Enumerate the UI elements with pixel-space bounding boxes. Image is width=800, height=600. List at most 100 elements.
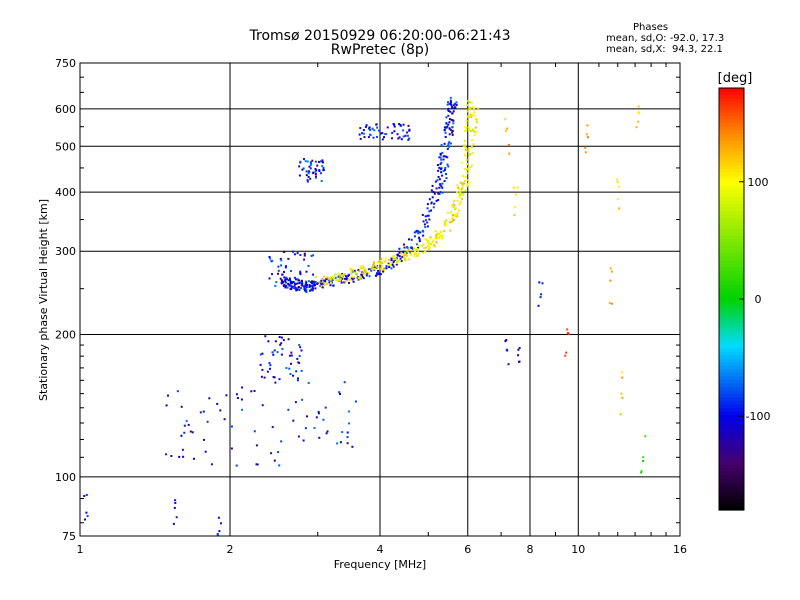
trace-point [448, 121, 451, 124]
colorbar-strip [719, 393, 744, 399]
cluster-point [273, 349, 276, 352]
cluster-point [326, 430, 329, 433]
trace-point [400, 260, 403, 262]
chart-title: Tromsø 20150929 06:20:00-06:21:43 [249, 28, 511, 44]
cluster-point [287, 257, 290, 260]
y-tick-label: 300 [55, 245, 76, 258]
colorbar-strip [719, 400, 744, 406]
cluster-point [303, 158, 305, 160]
trace-point [447, 110, 450, 112]
cluster-point [183, 431, 186, 434]
trace-point [435, 234, 438, 237]
colorbar-strip [719, 274, 744, 279]
trace-point [469, 113, 472, 116]
trace-point [464, 176, 467, 178]
cluster-point [402, 135, 405, 138]
trace-point [390, 267, 393, 270]
trace-point [424, 238, 427, 240]
trace-point [429, 237, 432, 240]
trace-point [450, 101, 452, 104]
trace-point [337, 279, 340, 282]
scatter-point [616, 178, 618, 181]
trace-point [310, 281, 313, 284]
cluster-point [250, 390, 253, 393]
trace-point [351, 269, 354, 272]
trace-point [332, 284, 335, 287]
trace-point [460, 189, 463, 192]
trace-point [439, 156, 442, 159]
trace-point [298, 281, 301, 284]
trace-point [413, 255, 416, 258]
colorbar-strip [719, 204, 744, 209]
trace-point [462, 193, 465, 196]
colorbar-strip [719, 362, 744, 367]
colorbar-strip [719, 228, 744, 233]
colorbar-strip [719, 197, 744, 202]
trace-point [385, 265, 388, 268]
trace-point [469, 152, 472, 155]
cluster-point [273, 459, 276, 462]
trace-point [312, 284, 314, 287]
trace-point [422, 230, 425, 233]
trace-point [453, 200, 456, 202]
trace-point [281, 280, 283, 283]
cluster-point [235, 464, 238, 467]
trace-point [422, 220, 425, 223]
colorbar-strip [719, 284, 744, 290]
trace-point [445, 122, 448, 124]
colorbar-strip [719, 137, 744, 142]
trace-point [376, 272, 378, 275]
cluster-point [407, 124, 410, 127]
colorbar-strip [719, 140, 744, 145]
trace-point [428, 198, 431, 201]
colorbar-strip [719, 390, 744, 395]
cluster-point [167, 394, 169, 397]
trace-point [445, 219, 448, 222]
trace-point [361, 265, 364, 268]
trace-point [423, 223, 426, 226]
trace-point [471, 113, 474, 116]
trace-point [287, 279, 290, 282]
colorbar-strip [719, 313, 744, 318]
colorbar-strip [719, 464, 744, 469]
phase-stats-o: mean, sd,O: -92.0, 17.3 [606, 33, 725, 44]
trace-point [449, 96, 452, 99]
trace-point [469, 130, 472, 133]
trace-point [418, 240, 421, 243]
trace-point [401, 255, 404, 258]
trace-point [344, 272, 346, 275]
trace-point [445, 177, 448, 180]
trace-point [441, 151, 444, 154]
trace-point [438, 186, 441, 189]
trace-point [293, 284, 296, 287]
colorbar-strip [719, 158, 744, 163]
cluster-point [266, 370, 269, 373]
cluster-point [299, 270, 302, 273]
cluster-point [285, 367, 288, 369]
cluster-point [309, 167, 312, 170]
trace-point [470, 116, 473, 118]
cluster-point [325, 432, 328, 435]
trace-point [362, 277, 365, 280]
cluster-point [297, 435, 300, 438]
colorbar-strip [719, 260, 744, 265]
trace-point [348, 281, 350, 284]
cluster-point [305, 174, 308, 177]
trace-point [397, 259, 399, 262]
chart-subtitle: RwPretec (8p) [330, 42, 430, 58]
trace-point [343, 281, 346, 284]
cluster-point [305, 170, 308, 173]
scatter-point [518, 347, 521, 349]
trace-point [314, 284, 317, 287]
cluster-point [306, 180, 309, 183]
colorbar-strip [719, 182, 744, 188]
trace-point [441, 191, 444, 194]
colorbar-strip [719, 422, 744, 427]
trace-point [348, 278, 351, 281]
colorbar-strip [719, 232, 744, 237]
trace-point [434, 237, 437, 240]
cluster-point [402, 129, 405, 132]
scatter-point [506, 127, 509, 130]
cluster-point [300, 279, 303, 282]
cluster-point [321, 165, 324, 168]
